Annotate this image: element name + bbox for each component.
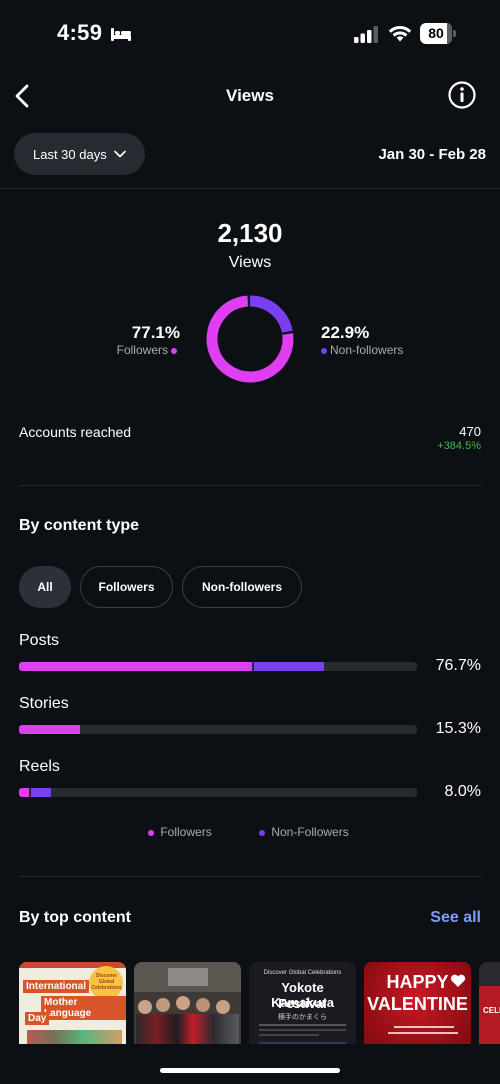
content-type-label-posts: Posts [19, 632, 60, 649]
thumbnail-title-line2: Festival [278, 996, 327, 1011]
thumbnail-kicker: Discover Global Celebrations [263, 970, 342, 976]
reels-nonfollowers-segment [31, 788, 51, 797]
accounts-reached-delta: +384.5% [437, 440, 481, 452]
nonfollowers-dot-icon [321, 347, 327, 354]
bottom-safe-area [0, 1044, 500, 1084]
cellular-signal-icon [354, 26, 378, 43]
followers-legend: Followers [60, 343, 180, 357]
nonfollowers-legend: Non-followers [321, 343, 403, 357]
content-type-label-reels: Reels [19, 758, 60, 775]
divider [19, 485, 482, 486]
divider [19, 876, 482, 877]
accounts-reached-label: Accounts reached [19, 424, 132, 440]
chip-nonfollowers[interactable]: Non-followers [182, 566, 302, 608]
nonfollowers-dot-icon [259, 829, 265, 836]
posts-nonfollowers-segment [254, 662, 325, 671]
content-type-label-stories: Stories [19, 695, 69, 712]
top-content-title: By top content [19, 909, 131, 926]
home-indicator[interactable] [160, 1068, 340, 1073]
filter-row: Last 30 days Jan 30 - Feb 28 [0, 133, 500, 177]
stories-bar [19, 725, 417, 734]
accounts-reached-value: 470 [459, 424, 481, 439]
thumbnail-badge-text: Discover Global Celebrations [91, 973, 122, 991]
followers-legend-label: Followers [116, 343, 168, 357]
posts-percentage: 76.7% [435, 657, 481, 674]
heart-icon [450, 974, 466, 987]
date-range-dropdown[interactable]: Last 30 days [14, 133, 145, 175]
battery-icon: 80 [420, 23, 452, 44]
info-icon[interactable] [447, 80, 477, 110]
thumbnail-title-line1: CELE [483, 1006, 500, 1015]
back-chevron-icon[interactable] [12, 82, 34, 110]
chevron-down-icon [113, 150, 126, 158]
reels-percentage: 8.0% [444, 783, 481, 800]
reels-bar [19, 788, 417, 797]
date-range-dropdown-label: Last 30 days [33, 146, 107, 162]
page-title: Views [226, 86, 274, 105]
top-content-thumbnail[interactable]: Discover Global Celebrations Internation… [19, 962, 126, 1052]
thumbnail-title-line2: Mother Language [41, 996, 126, 1020]
wifi-icon [388, 25, 412, 42]
thumbnail-subtitle: 横手のかまくら [278, 1014, 327, 1021]
legend-followers: Followers [148, 825, 212, 839]
sleep-focus-icon [111, 28, 131, 41]
posts-followers-segment [19, 662, 253, 671]
status-time: 4:59 [57, 20, 103, 45]
followers-dot-icon [171, 347, 177, 354]
stories-percentage: 15.3% [435, 720, 481, 737]
divider [0, 188, 500, 189]
status-bar: 4:59 80 [0, 0, 500, 68]
content-type-title: By content type [19, 517, 140, 534]
thumbnail-title-line2: VALENTINE [367, 994, 468, 1014]
battery-level: 80 [428, 25, 444, 41]
thumbnail-title-line1: Yokote Kamakura [271, 980, 334, 1010]
legend-nonfollowers: Non-Followers [259, 825, 349, 839]
reels-followers-segment [19, 788, 30, 797]
followers-dot-icon [148, 829, 154, 836]
views-donut-chart [206, 295, 294, 383]
battery-indicator: 80 [420, 23, 456, 44]
chip-followers[interactable]: Followers [80, 566, 173, 608]
thumbnail-title-line1: International [23, 980, 90, 993]
legend-followers-label: Followers [160, 825, 212, 839]
chip-all[interactable]: All [19, 566, 71, 608]
top-content-thumbnail[interactable]: Discover Global Celebrations Yokote Kama… [249, 962, 356, 1052]
total-views-label: Views [228, 254, 272, 271]
nonfollowers-legend-label: Non-followers [330, 343, 404, 357]
thumbnail-title-line1: HAPPY [386, 972, 449, 992]
date-range-text: Jan 30 - Feb 28 [378, 146, 486, 163]
top-content-thumbnail[interactable]: CELE [479, 962, 500, 1052]
thumbnail-title-line3: Day [25, 1012, 50, 1025]
legend-nonfollowers-label: Non-Followers [271, 825, 349, 839]
nav-bar: Views [0, 72, 500, 120]
donut-nonfollowers-arc [206, 295, 294, 383]
see-all-link[interactable]: See all [430, 909, 481, 926]
total-views-value: 2,130 [217, 218, 283, 248]
top-content-thumbnail[interactable]: HAPPY VALENTINE [364, 962, 471, 1052]
posts-bar [19, 662, 417, 671]
followers-percentage: 77.1% [131, 323, 180, 342]
stories-followers-segment [19, 725, 80, 734]
top-content-thumbnail[interactable] [134, 962, 241, 1052]
nonfollowers-percentage: 22.9% [321, 323, 370, 342]
